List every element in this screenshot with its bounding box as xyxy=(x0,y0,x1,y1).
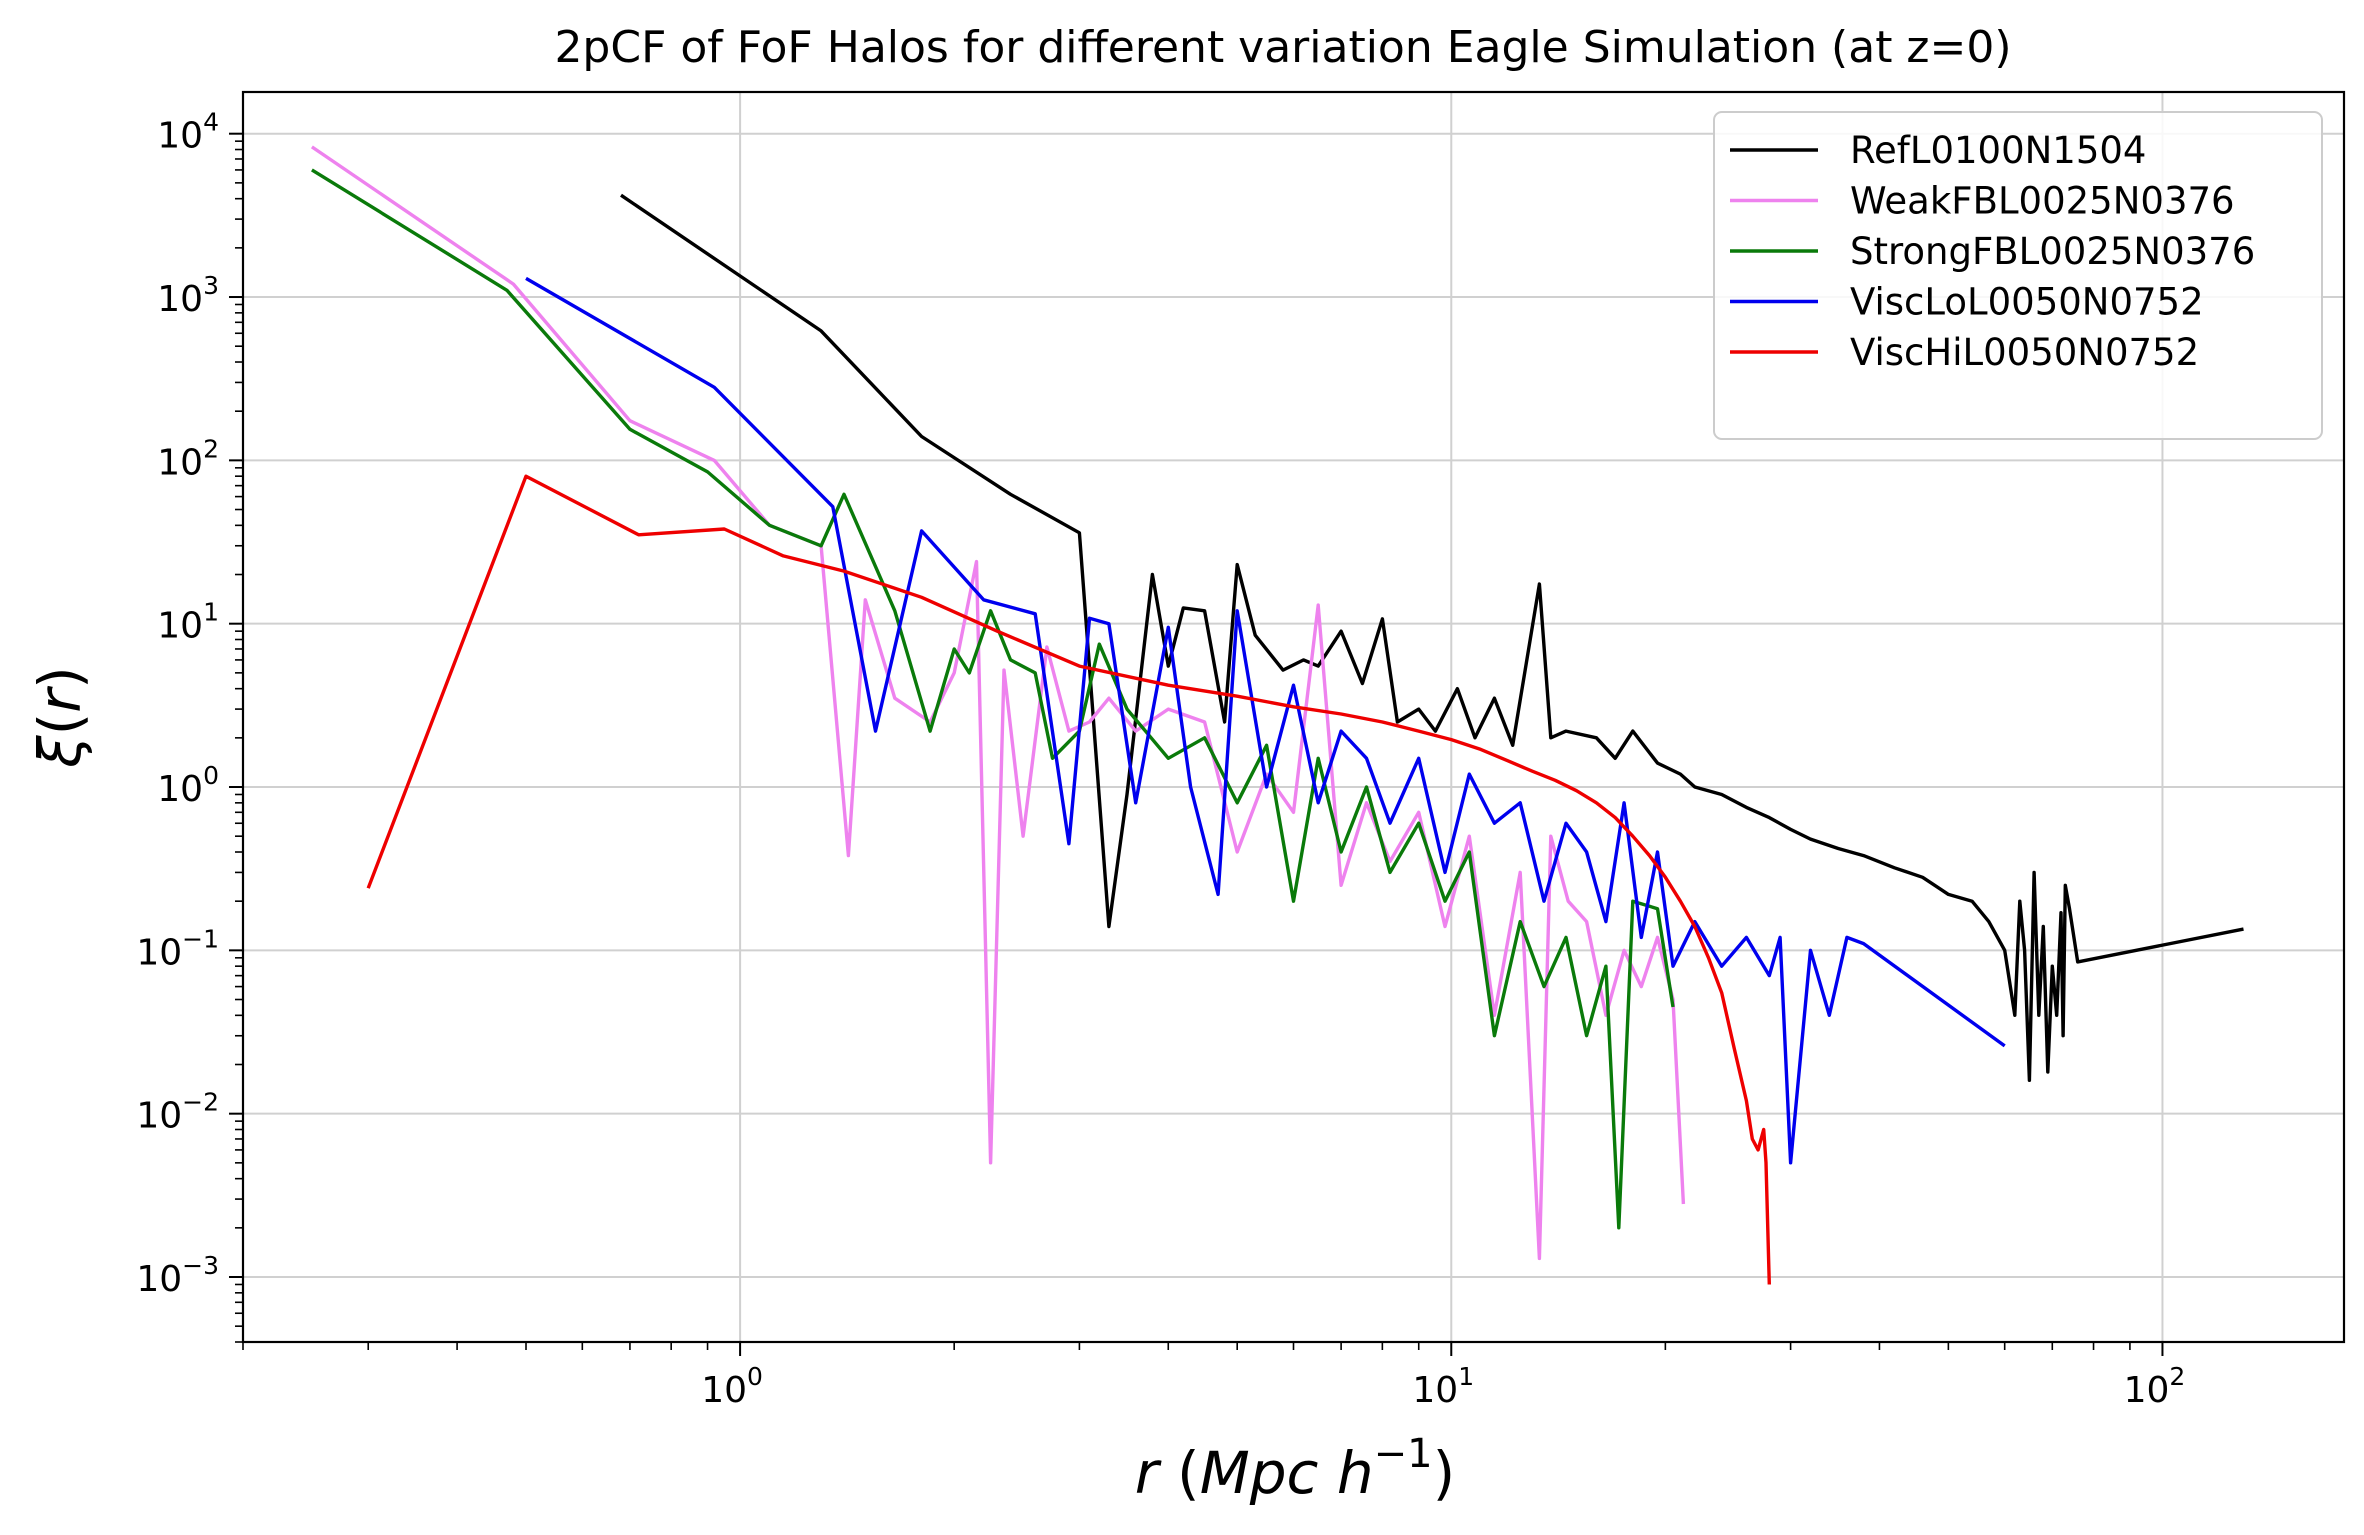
legend-label-weakfbl0025n0376: WeakFBL0025N0376 xyxy=(1850,180,2235,223)
x-tick-label: 101 xyxy=(1412,1362,1474,1411)
y-tick-label-exponent: 4 xyxy=(203,108,219,137)
y-tick-label-exponent: −3 xyxy=(182,1251,219,1280)
y-tick-label-exponent: −2 xyxy=(182,1088,219,1117)
x-tick-label-base: 10 xyxy=(701,1370,747,1411)
y-axis-label-var: r xyxy=(26,686,94,713)
series-line-strongfbl0025n0376 xyxy=(311,168,1675,1230)
x-tick-label: 102 xyxy=(2124,1362,2186,1411)
y-tick-label: 10−2 xyxy=(136,1088,219,1137)
x-axis-label-paren-open: ( xyxy=(1159,1439,1200,1507)
x-axis-label-paren-close: ) xyxy=(1433,1439,1456,1507)
y-tick-label-base: 10 xyxy=(157,116,203,157)
y-tick-label: 103 xyxy=(157,271,219,320)
legend-label-refl0100n1504: RefL0100N1504 xyxy=(1850,129,2146,172)
y-tick-label-exponent: 2 xyxy=(203,434,219,463)
x-tick-label-base: 10 xyxy=(1412,1370,1458,1411)
y-tick-label: 101 xyxy=(157,598,219,647)
legend-label-vischil0050n0752: ViscHiL0050N0752 xyxy=(1850,331,2199,374)
x-axis-label-main: r xyxy=(1135,1439,1162,1507)
x-axis-label: r (Mpc h−1) xyxy=(1135,1431,1456,1507)
y-tick-label-exponent: 3 xyxy=(203,271,219,300)
legend: RefL0100N1504 WeakFBL0025N0376 StrongFBL00… xyxy=(1713,111,2323,440)
series-line-refl0100n1504 xyxy=(620,193,2244,1083)
legend-label-visclol0050n0752: ViscLoL0050N0752 xyxy=(1850,281,2204,324)
y-tick-label: 104 xyxy=(157,108,219,157)
y-tick-label: 100 xyxy=(157,761,219,810)
x-tick-label-exponent: 2 xyxy=(2169,1362,2185,1391)
y-tick-label-base: 10 xyxy=(157,442,203,483)
x-tick-label: 100 xyxy=(701,1362,763,1411)
y-tick-label-base: 10 xyxy=(157,279,203,320)
y-axis-label-main: ξ xyxy=(26,735,94,769)
y-tick-label-exponent: 0 xyxy=(203,761,219,790)
x-axis-label-exponent: −1 xyxy=(1374,1431,1433,1477)
y-axis-label-paren-close: ) xyxy=(26,666,94,689)
legend-box xyxy=(1713,111,2323,440)
y-tick-label-base: 10 xyxy=(157,769,203,810)
y-axis-label: ξ(r) xyxy=(26,666,94,768)
x-axis-label-unit: Mpc h xyxy=(1200,1439,1374,1507)
y-tick-label-base: 10 xyxy=(136,932,182,973)
x-tick-label-base: 10 xyxy=(2124,1370,2170,1411)
x-tick-label-exponent: 0 xyxy=(747,1362,763,1391)
y-tick-label: 102 xyxy=(157,434,219,483)
y-axis-label-paren-open: ( xyxy=(26,713,94,736)
series-line-weakfbl0025n0376 xyxy=(310,145,1686,1261)
chart-title: 2pCF of FoF Halos for different variatio… xyxy=(554,22,2011,73)
y-tick-label-exponent: 1 xyxy=(203,598,219,627)
legend-label-strongfbl0025n0376: StrongFBL0025N0376 xyxy=(1850,230,2255,273)
y-tick-label-base: 10 xyxy=(136,1259,182,1300)
x-tick-label-exponent: 1 xyxy=(1458,1362,1474,1391)
series-lines xyxy=(310,145,2244,1285)
y-tick-label-exponent: −1 xyxy=(182,924,219,953)
y-tick-label-base: 10 xyxy=(136,1096,182,1137)
series-line-visclol0050n0752 xyxy=(525,276,2006,1165)
y-tick-label-base: 10 xyxy=(157,606,203,647)
y-tick-label: 10−3 xyxy=(136,1251,219,1300)
series-line-vischil0050n0752 xyxy=(366,474,1771,1285)
y-tick-label: 10−1 xyxy=(136,924,219,973)
